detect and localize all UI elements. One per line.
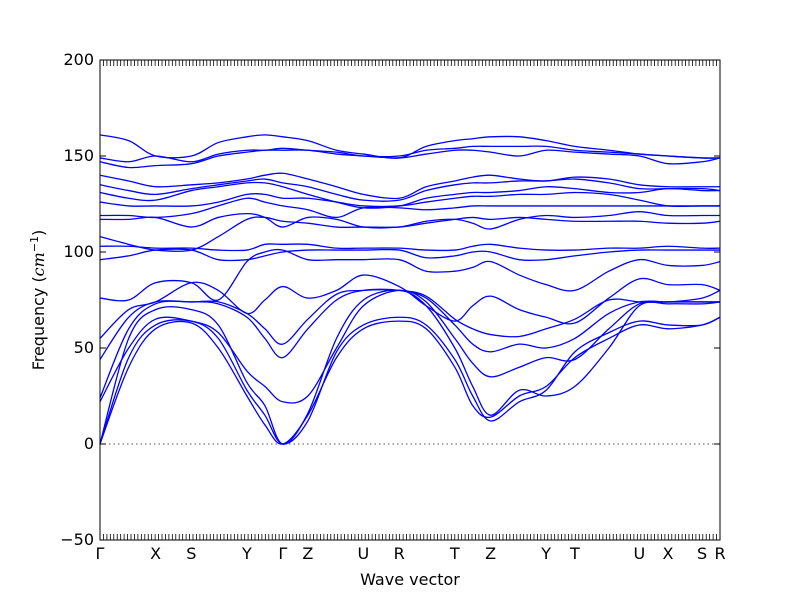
x-tick-label: S xyxy=(186,544,196,563)
y-axis-label: Frequency (cm−1) xyxy=(28,230,49,371)
x-tick-label: S xyxy=(697,544,707,563)
band-lines xyxy=(99,134,721,445)
band-line-15 xyxy=(99,181,721,209)
y-tick-label: −50 xyxy=(60,530,94,549)
x-tick-label: Y xyxy=(241,544,252,563)
y-axis-ticks: −50 0 50 100 150 200 xyxy=(60,50,720,549)
band-line-17 xyxy=(99,172,720,200)
band-line-9 xyxy=(99,248,720,262)
band-line-16 xyxy=(99,178,721,202)
y-axis-label-unit-exponent: −1 xyxy=(28,236,41,252)
x-axis-label: Wave vector xyxy=(360,570,460,589)
y-tick-label: 150 xyxy=(63,146,94,165)
band-line-8 xyxy=(99,248,721,302)
band-line-6 xyxy=(99,289,721,360)
band-line-2 xyxy=(99,316,721,445)
x-tick-label: X xyxy=(663,544,674,563)
y-tick-label: 100 xyxy=(63,242,94,261)
x-tick-label: Z xyxy=(302,544,313,563)
band-line-11 xyxy=(99,216,721,252)
x-tick-label: R xyxy=(714,544,725,563)
x-tick-label: Z xyxy=(485,544,496,563)
y-tick-label: 200 xyxy=(63,50,94,69)
x-tick-label: Γ xyxy=(96,544,105,563)
band-line-18 xyxy=(99,149,721,169)
band-line-13 xyxy=(99,197,720,219)
x-tick-label: R xyxy=(394,544,405,563)
x-tick-label: Y xyxy=(540,544,551,563)
band-line-20 xyxy=(99,134,721,159)
y-axis-label-prefix: Frequency ( xyxy=(29,276,48,370)
band-line-14 xyxy=(99,191,720,208)
x-tick-label: U xyxy=(358,544,370,563)
x-tick-label: X xyxy=(150,544,161,563)
y-tick-label: 0 xyxy=(84,434,94,453)
x-tick-label: U xyxy=(634,544,646,563)
x-tick-label: T xyxy=(569,544,580,563)
x-tick-label: Γ xyxy=(278,544,287,563)
y-axis-label-suffix: ) xyxy=(29,230,48,236)
x-tick-label: T xyxy=(449,544,460,563)
y-axis-label-unit: cm xyxy=(29,252,48,276)
band-line-1 xyxy=(99,316,721,445)
band-line-7 xyxy=(99,274,721,339)
y-tick-label: 50 xyxy=(74,338,94,357)
band-line-10 xyxy=(99,243,721,252)
band-line-12 xyxy=(99,211,720,230)
